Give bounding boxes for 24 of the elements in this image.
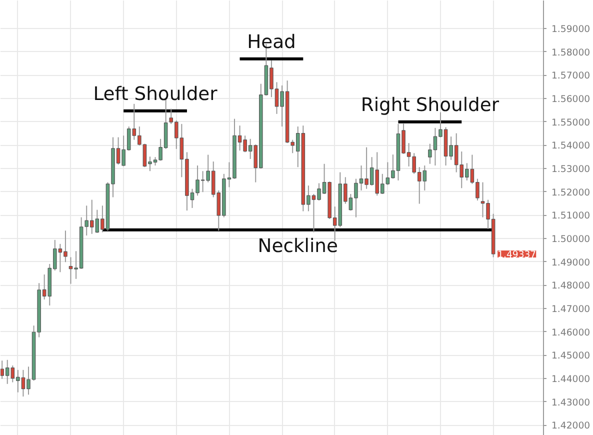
y-tick-label: 1.48000 — [552, 280, 590, 292]
annotation: Head — [247, 32, 296, 53]
y-tick-label: 1.49000 — [552, 257, 590, 268]
y-tick-label: 1.43000 — [552, 397, 590, 408]
text: 1.49337 — [498, 250, 536, 261]
y-tick-label: 1.55000 — [552, 117, 590, 128]
y-tick-label: 1.47000 — [552, 304, 590, 316]
y-tick-label: 1.54000 — [552, 140, 590, 152]
y-tick-label: 1.56000 — [552, 94, 590, 106]
y-tick-label: 1.57000 — [552, 70, 590, 82]
y-tick-label: 1.58000 — [552, 47, 590, 58]
y-tick-label: 1.52000 — [552, 187, 590, 198]
y-tick-label: 1.51000 — [552, 210, 590, 222]
y-tick-label: 1.46000 — [552, 327, 590, 338]
annotation: Left Shoulder — [93, 84, 218, 105]
y-tick-label: 1.45000 — [552, 350, 590, 362]
y-tick-label: 1.53000 — [552, 164, 590, 176]
y-tick-label: 1.42000 — [552, 420, 590, 432]
candlestick — [428, 143, 432, 164]
y-tick-label: 1.44000 — [552, 374, 590, 386]
annotation: Right Shoulder — [360, 94, 500, 116]
y-tick-label: 1.50000 — [552, 234, 590, 246]
y-tick-label: 1.59000 — [552, 24, 590, 36]
annotation: Neckline — [258, 236, 338, 257]
